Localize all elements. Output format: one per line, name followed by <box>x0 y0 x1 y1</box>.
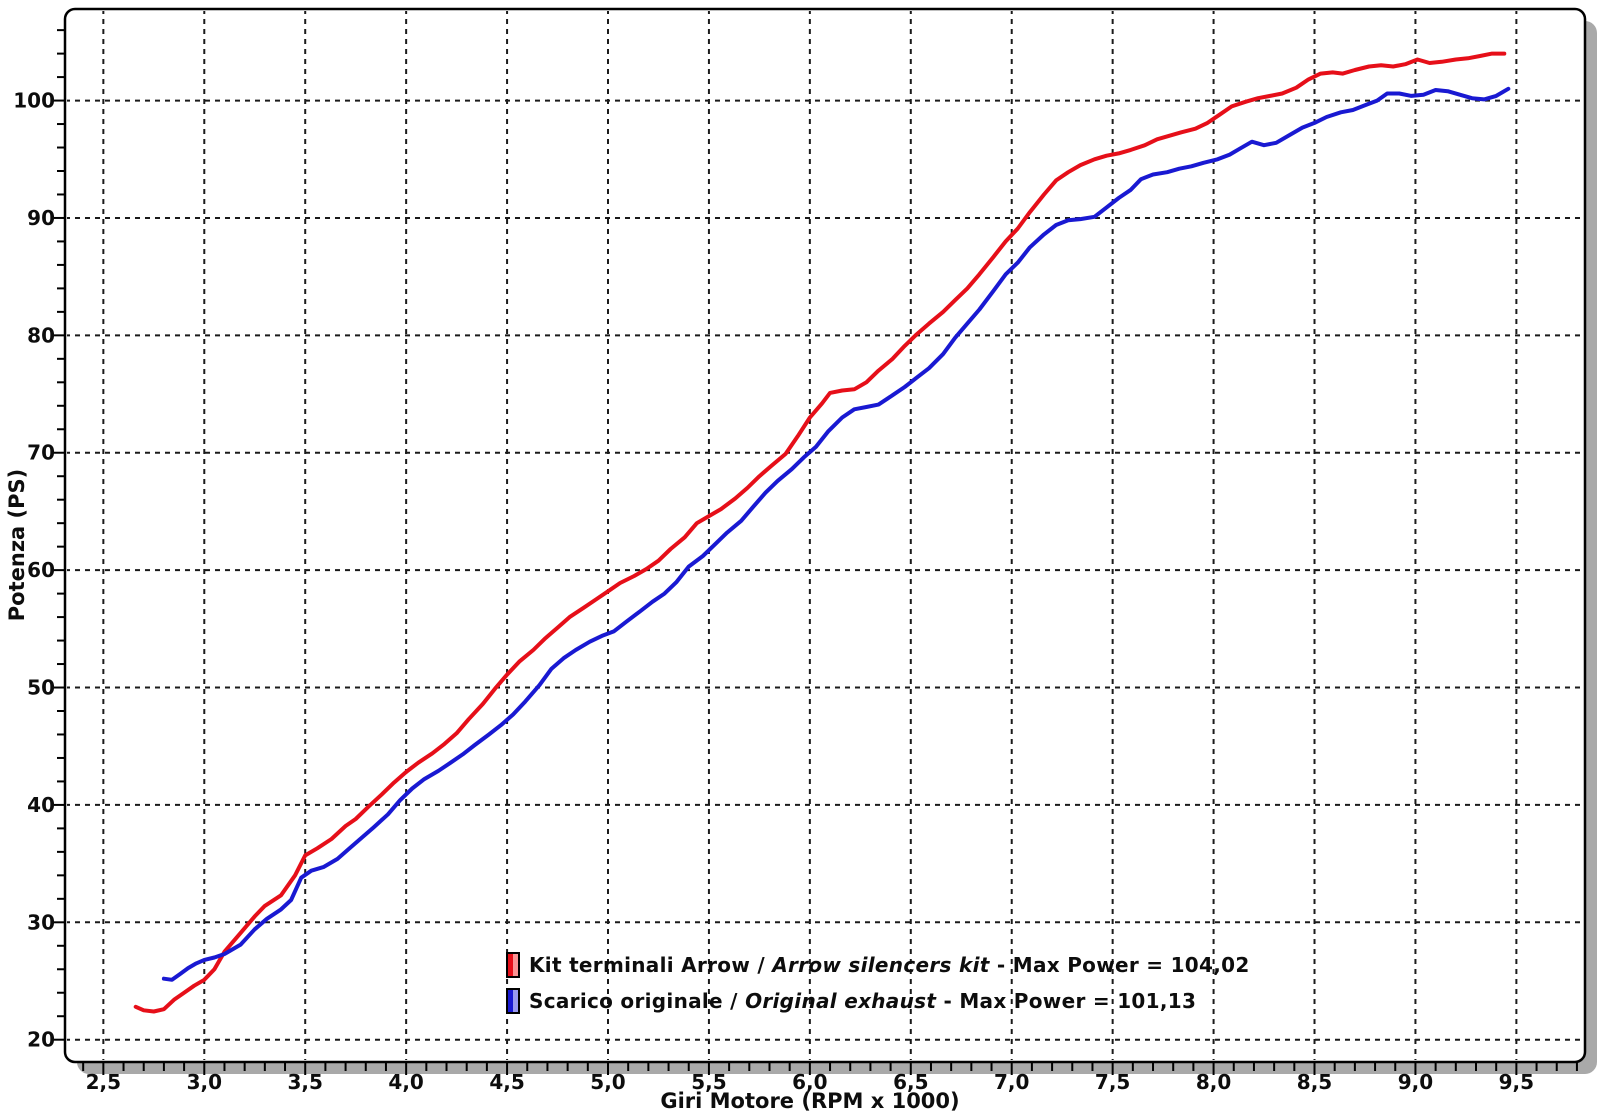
y-tick-label: 70 <box>27 441 55 465</box>
y-tick-label: 50 <box>27 676 55 700</box>
x-axis-title: Giri Motore (RPM x 1000) <box>660 1089 959 1113</box>
x-tick-label: 3,0 <box>187 1070 222 1094</box>
y-tick-label: 30 <box>27 910 55 934</box>
y-tick-label: 90 <box>27 206 55 230</box>
x-tick-label: 4,0 <box>388 1070 423 1094</box>
x-tick-label: 9,5 <box>1499 1070 1534 1094</box>
gridlines <box>67 11 1583 1060</box>
series-arrow-kit-line <box>133 51 1507 1014</box>
x-tick-label: 5,0 <box>590 1070 625 1094</box>
y-tick-labels: 20 30 40 50 60 70 80 90 100 <box>13 89 55 1052</box>
y-tick-label: 20 <box>27 1028 55 1052</box>
plot-area <box>63 7 1587 1064</box>
x-tick-label: 9,0 <box>1398 1070 1433 1094</box>
x-tick-label: 5,5 <box>691 1070 726 1094</box>
y-tick-label: 80 <box>27 323 55 347</box>
x-tick-label: 6,0 <box>792 1070 827 1094</box>
x-tick-label: 8,0 <box>1196 1070 1231 1094</box>
y-tick-label: 60 <box>27 558 55 582</box>
series-original-exhaust-line <box>161 86 1511 982</box>
data-series <box>133 51 1511 1014</box>
x-tick-label: 7,5 <box>1095 1070 1130 1094</box>
y-tick-label: 100 <box>13 89 55 113</box>
x-tick-labels: 2,5 3,0 3,5 4,0 4,5 5,0 5,5 6,0 6,5 7,0 7,5 8,0 8,5 9… <box>86 1070 1534 1094</box>
x-tick-label: 7,0 <box>994 1070 1029 1094</box>
x-tick-label: 6,5 <box>893 1070 928 1094</box>
x-tick-label: 8,5 <box>1297 1070 1332 1094</box>
y-tick-label: 40 <box>27 793 55 817</box>
x-tick-label: 2,5 <box>86 1070 121 1094</box>
x-tick-label: 4,5 <box>489 1070 524 1094</box>
axis-ticks <box>53 29 1578 1075</box>
y-axis-title: Potenza (PS) <box>5 469 29 621</box>
x-tick-label: 3,5 <box>287 1070 322 1094</box>
